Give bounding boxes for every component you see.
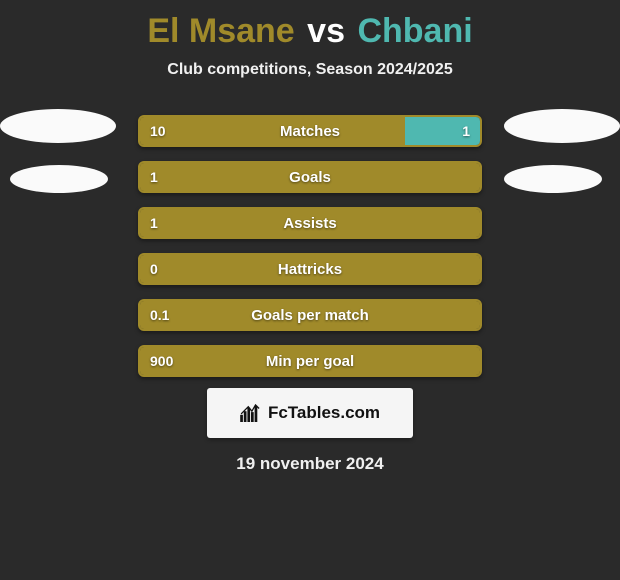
title-player-1: El Msane	[147, 12, 294, 50]
stat-bar-row: 1Goals	[138, 161, 482, 193]
title-row: El Msane vs Chbani	[0, 0, 620, 51]
stat-bar-row: 900Min per goal	[138, 345, 482, 377]
stat-bars: 10Matches11Goals1Assists0Hattricks0.1Goa…	[138, 115, 482, 391]
right-oval-marker	[504, 109, 620, 143]
stat-label: Goals	[140, 163, 480, 191]
stat-label: Matches	[140, 117, 480, 145]
date-line: 19 november 2024	[0, 454, 620, 474]
stat-bar-row: 0.1Goals per match	[138, 299, 482, 331]
subtitle: Club competitions, Season 2024/2025	[0, 61, 620, 79]
stat-bar-row: 0Hattricks	[138, 253, 482, 285]
stat-label: Hattricks	[140, 255, 480, 283]
left-oval-marker	[0, 109, 116, 143]
stat-bar-row: 10Matches1	[138, 115, 482, 147]
stat-value-right: 1	[462, 117, 470, 145]
logo-text: FcTables.com	[268, 403, 380, 423]
stat-label: Min per goal	[140, 347, 480, 375]
title-vs: vs	[307, 12, 345, 50]
comparison-area: 10Matches11Goals1Assists0Hattricks0.1Goa…	[0, 115, 620, 375]
left-oval-marker	[10, 165, 108, 193]
logo-box: FcTables.com	[207, 388, 413, 438]
stat-label: Assists	[140, 209, 480, 237]
title-player-2: Chbani	[357, 12, 472, 50]
stat-bar-row: 1Assists	[138, 207, 482, 239]
fctables-logo-icon	[240, 404, 262, 422]
left-player-markers	[0, 109, 116, 215]
right-oval-marker	[504, 165, 602, 193]
stat-label: Goals per match	[140, 301, 480, 329]
right-player-markers	[504, 109, 620, 215]
